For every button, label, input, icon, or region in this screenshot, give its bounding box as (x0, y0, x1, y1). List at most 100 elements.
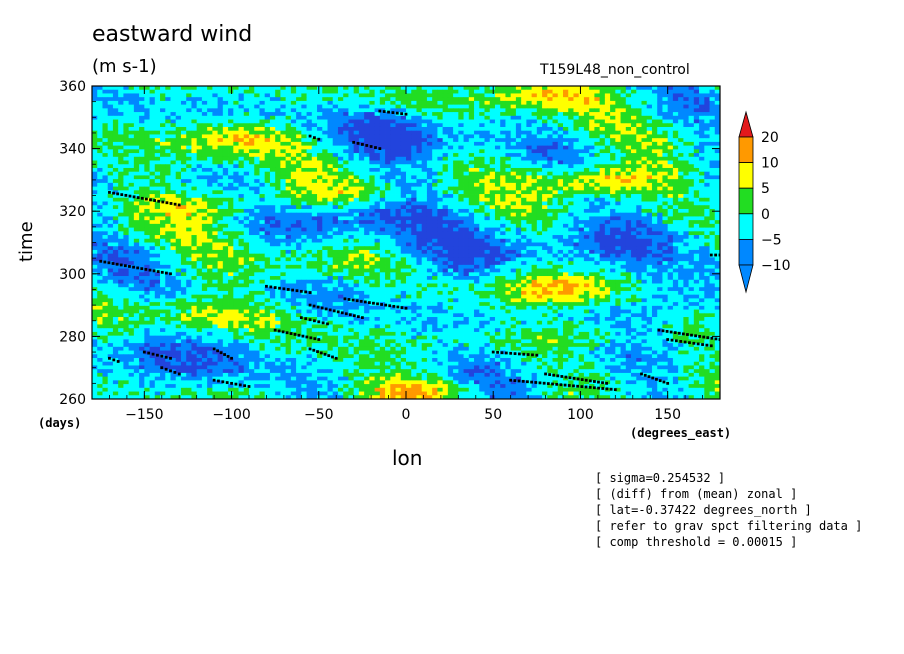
heatmap-cell (573, 161, 579, 165)
heatmap-cell (348, 101, 354, 105)
heatmap-cell (296, 134, 302, 138)
heatmap-cell (307, 190, 313, 194)
heatmap-cell (218, 205, 224, 209)
heatmap-cell (254, 187, 260, 191)
heatmap-cell (348, 86, 354, 90)
heatmap-cell (647, 146, 653, 150)
heatmap-cell (626, 216, 632, 220)
heatmap-cell (563, 179, 569, 183)
heatmap-cell (710, 134, 716, 138)
heatmap-cell (485, 149, 491, 153)
heatmap-cell (296, 202, 302, 206)
heatmap-cell (354, 97, 360, 101)
heatmap-cell (275, 179, 281, 183)
heatmap-cell (380, 202, 386, 206)
heatmap-cell (296, 153, 302, 157)
heatmap-cell (108, 101, 114, 105)
heatmap-cell (171, 123, 177, 127)
heatmap-cell (490, 224, 496, 228)
heatmap-cell (359, 93, 365, 97)
heatmap-cell (348, 168, 354, 172)
heatmap-cell (521, 224, 527, 228)
heatmap-cell (259, 216, 265, 220)
heatmap-cell (97, 235, 103, 239)
heatmap-cell (542, 202, 548, 206)
heatmap-cell (558, 228, 564, 232)
heatmap-cell (490, 105, 496, 109)
heatmap-cell (165, 190, 171, 194)
heatmap-cell (453, 112, 459, 116)
heatmap-cell (411, 164, 417, 168)
heatmap-cell (437, 216, 443, 220)
heatmap-cell (144, 97, 150, 101)
heatmap-cell (218, 97, 224, 101)
heatmap-cell (354, 194, 360, 198)
heatmap-cell (359, 127, 365, 131)
heatmap-cell (631, 101, 637, 105)
heatmap-cell (197, 194, 203, 198)
heatmap-cell (537, 220, 543, 224)
heatmap-cell (584, 220, 590, 224)
heatmap-cell (228, 123, 234, 127)
heatmap-cell (553, 235, 559, 239)
heatmap-cell (600, 123, 606, 127)
heatmap-cell (359, 224, 365, 228)
heatmap-cell (97, 153, 103, 157)
heatmap-cell (228, 220, 234, 224)
heatmap-cell (150, 101, 156, 105)
heatmap-cell (589, 112, 595, 116)
heatmap-cell (600, 216, 606, 220)
heatmap-cell (150, 90, 156, 94)
heatmap-cell (280, 146, 286, 150)
heatmap-cell (254, 198, 260, 202)
heatmap-cell (411, 220, 417, 224)
heatmap-cell (411, 187, 417, 191)
heatmap-cell (249, 161, 255, 165)
heatmap-cell (437, 157, 443, 161)
heatmap-cell (495, 231, 501, 235)
heatmap-cell (568, 101, 574, 105)
heatmap-cell (642, 183, 648, 187)
heatmap-cell (165, 138, 171, 142)
heatmap-cell (453, 142, 459, 146)
heatmap-cell (354, 239, 360, 243)
heatmap-cell (401, 161, 407, 165)
heatmap-cell (458, 179, 464, 183)
heatmap-cell (537, 183, 543, 187)
heatmap-cell (662, 175, 668, 179)
heatmap-cell (118, 138, 124, 142)
heatmap-cell (511, 142, 517, 146)
heatmap-cell (469, 90, 475, 94)
heatmap-cell (197, 231, 203, 235)
heatmap-cell (322, 183, 328, 187)
heatmap-cell (422, 101, 428, 105)
heatmap-cell (532, 142, 538, 146)
heatmap-cell (647, 172, 653, 176)
heatmap-cell (573, 146, 579, 150)
heatmap-cell (134, 172, 140, 176)
heatmap-cell (615, 90, 621, 94)
heatmap-cell (97, 179, 103, 183)
heatmap-cell (673, 179, 679, 183)
heatmap-cell (673, 105, 679, 109)
heatmap-cell (328, 90, 334, 94)
heatmap-cell (406, 149, 412, 153)
heatmap-cell (427, 216, 433, 220)
heatmap-cell (312, 131, 318, 135)
heatmap-cell (155, 142, 161, 146)
heatmap-cell (160, 209, 166, 213)
heatmap-cell (673, 153, 679, 157)
heatmap-cell (505, 213, 511, 217)
heatmap-cell (479, 116, 485, 120)
heatmap-cell (155, 161, 161, 165)
heatmap-cell (348, 220, 354, 224)
heatmap-cell (594, 157, 600, 161)
heatmap-cell (129, 198, 135, 202)
heatmap-cell (165, 228, 171, 232)
heatmap-cell (150, 134, 156, 138)
heatmap-cell (155, 190, 161, 194)
heatmap-cell (579, 138, 585, 142)
heatmap-cell (474, 112, 480, 116)
heatmap-cell (312, 157, 318, 161)
heatmap-cell (710, 108, 716, 112)
